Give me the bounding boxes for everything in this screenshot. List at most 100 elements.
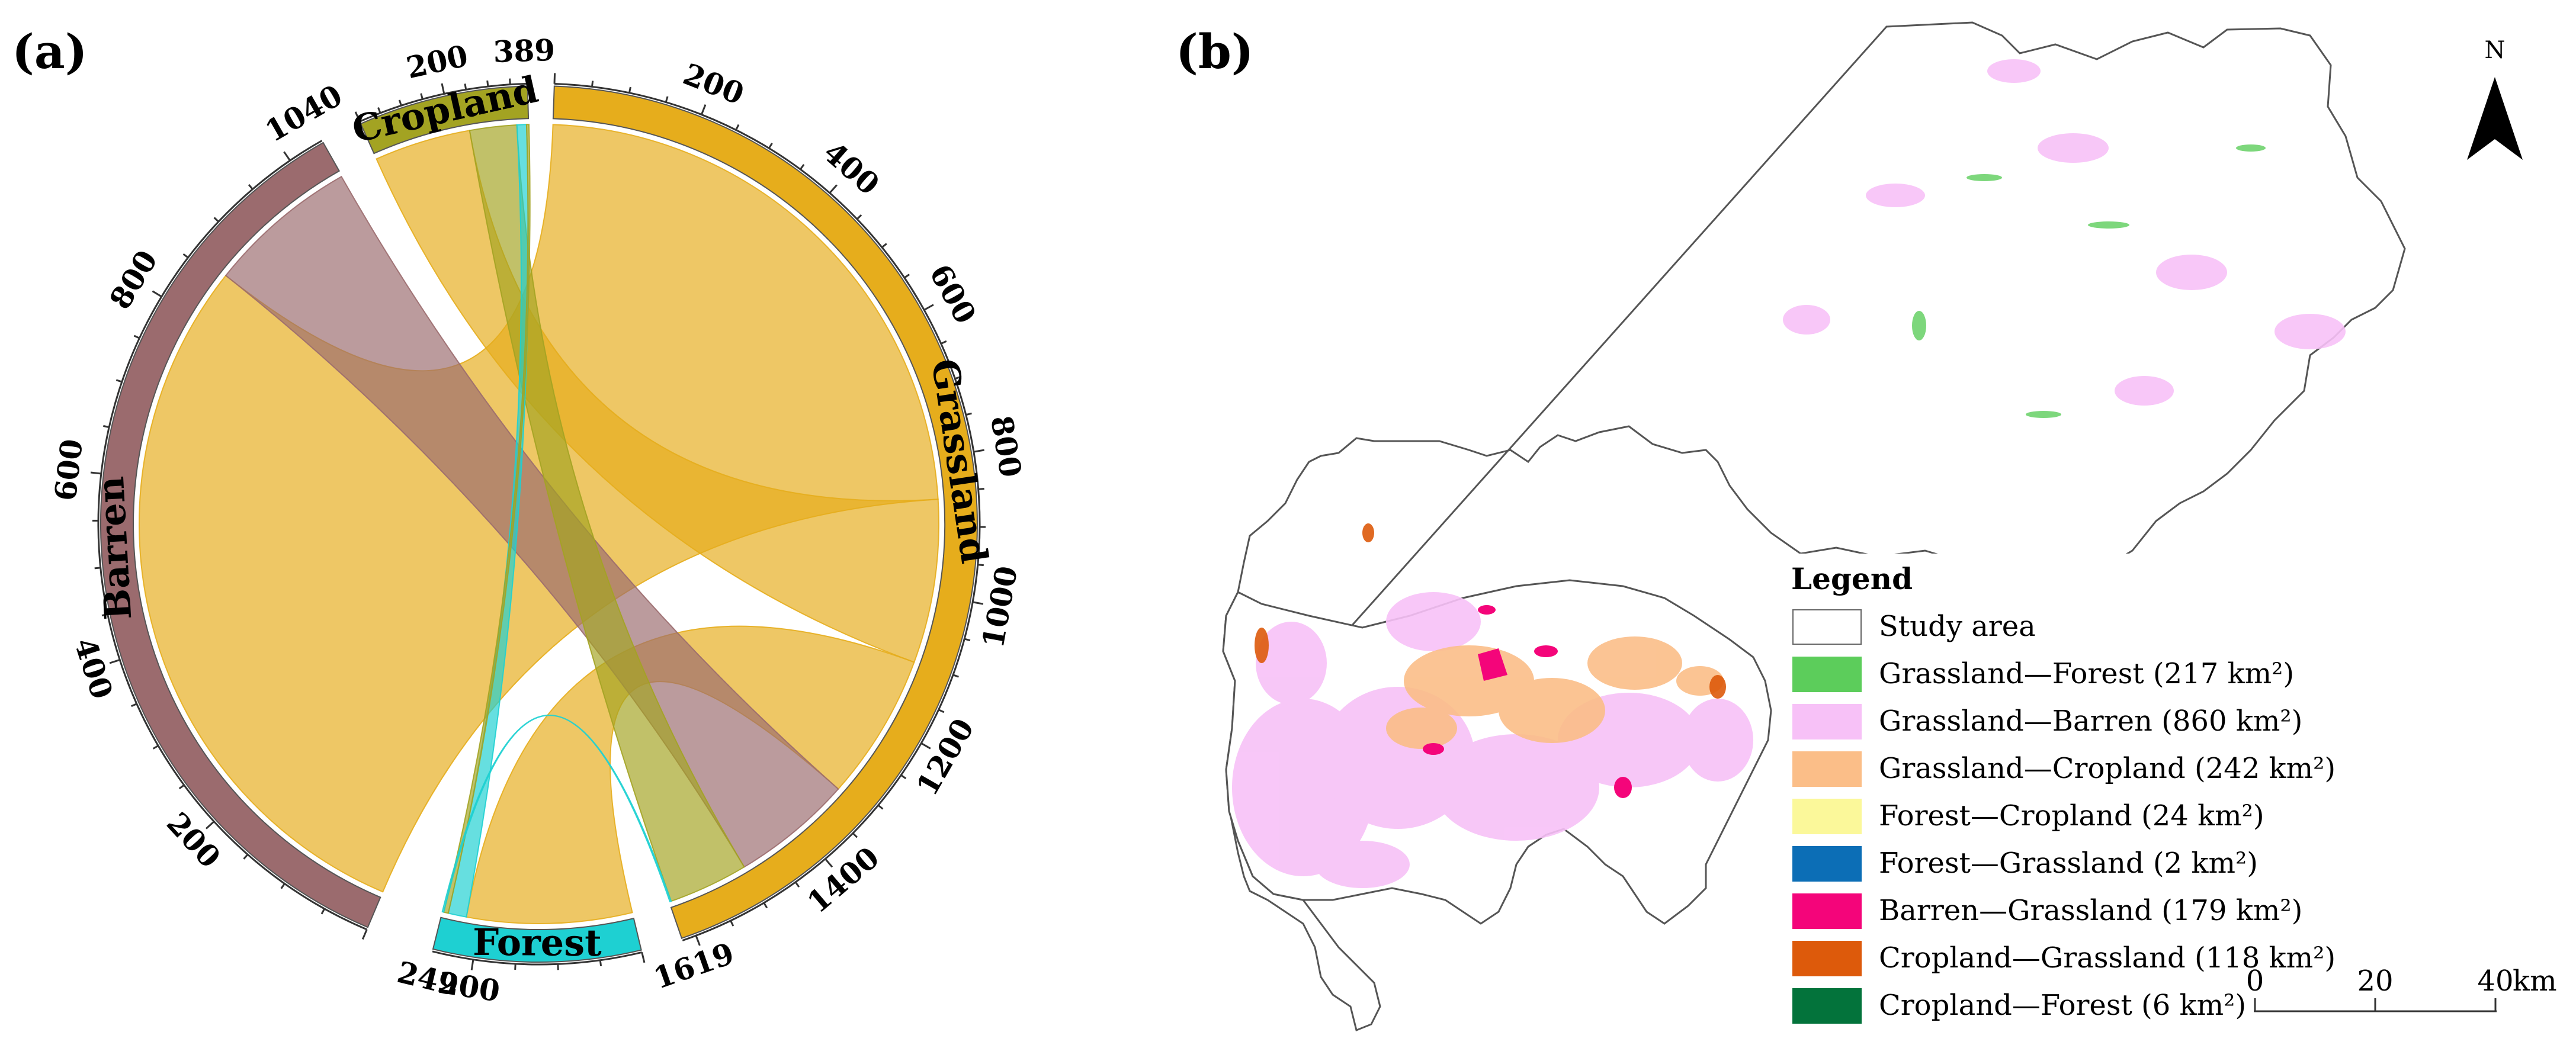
- tick-mark-grassland-1400: [825, 858, 833, 868]
- map-panel: N Legend Study area Grassland—Forest (217…: [1222, 21, 2557, 1039]
- tick-mark-grassland-750: [965, 412, 972, 416]
- tick-mark-grassland-650: [941, 340, 947, 345]
- tick-mark-grassland-100: [628, 86, 631, 94]
- scale-unit: km: [2513, 964, 2557, 998]
- panel-label-a: (a): [12, 24, 88, 79]
- tick-mark-barren-750: [133, 335, 140, 339]
- tick-mark-barren-300: [152, 745, 159, 750]
- legend-item: Cropland—Grassland (118 km²): [1792, 941, 2336, 976]
- legend-label: Grassland—Cropland (242 km²): [1879, 752, 2336, 785]
- tick-mark-grassland-1500: [763, 902, 768, 909]
- group-arc-forest: [432, 917, 642, 963]
- tick-mark-cropland-200: [441, 83, 445, 94]
- tick-mark-barren-600: [90, 471, 102, 475]
- chord-forest-to-grassland: [441, 715, 672, 913]
- legend-item: Study area: [1792, 609, 2036, 645]
- tick-label-barren-400: 400: [68, 634, 120, 703]
- chord-diagram: 2004006008001000120014001619Grassland200…: [47, 33, 1028, 1009]
- tick-mark-cropland-300: [486, 80, 489, 87]
- tick-mark-grassland-450: [856, 214, 862, 220]
- tick-mark-barren-50: [320, 908, 326, 915]
- axis-line-cropland: [359, 82, 528, 123]
- tick-mark-forest-50: [599, 960, 602, 966]
- tick-mark-barren-100: [280, 883, 285, 889]
- legend-swatch: [1792, 893, 1862, 929]
- legend-item: Grassland—Cropland (242 km²): [1792, 751, 2336, 787]
- tick-mark-cropland-150: [420, 93, 424, 99]
- tick-mark-grassland-250: [735, 124, 740, 131]
- tick-mark-grassland-400: [829, 184, 838, 194]
- legend-swatch: [1792, 941, 1862, 976]
- legend-label: Cropland—Grassland (118 km²): [1879, 941, 2336, 975]
- tick-mark-cropland-50: [377, 107, 381, 114]
- map-legend: Legend Study area Grassland—Forest (217 k…: [1786, 554, 2378, 1039]
- tick-mark-grassland-1350: [852, 832, 858, 838]
- tick-mark-cropland-0: [354, 111, 361, 122]
- tick-mark-grassland-1000: [972, 601, 984, 605]
- tick-mark-barren-1000: [283, 151, 291, 161]
- axis-line-forest: [432, 950, 643, 966]
- legend-swatch: [1792, 751, 1862, 787]
- tick-mark-cropland-100: [398, 99, 402, 106]
- tick-mark-grassland-800: [973, 449, 984, 453]
- chord-ribbons: [138, 124, 939, 924]
- tick-mark-barren-400: [109, 658, 120, 664]
- end-label-forest: 249: [394, 954, 462, 1003]
- panel-label-b: (b): [1176, 24, 1254, 79]
- legend-label: Barren—Grassland (179 km²): [1879, 894, 2302, 927]
- tick-mark-barren-450: [101, 613, 108, 617]
- chord-cropland-to-forest: [442, 124, 531, 914]
- legend-item: Grassland—Forest (217 km²): [1792, 657, 2294, 692]
- tick-mark-grassland-150: [665, 96, 669, 102]
- grassland-barren-patches: [1232, 59, 2346, 888]
- tick-mark-grassland-850: [978, 488, 984, 490]
- end-label-barren: 1040: [259, 78, 348, 149]
- tick-mark-cropland-350: [509, 78, 511, 85]
- tick-mark-grassland-1050: [964, 638, 971, 642]
- grassland-forest-patches: [1912, 144, 2266, 418]
- tick-mark-grassland-300: [768, 143, 773, 149]
- tick-mark-barren-150: [243, 854, 249, 860]
- legend-swatch: [1792, 846, 1862, 882]
- axis-line-grassland: [554, 83, 981, 941]
- tick-label-grassland-600: 600: [923, 259, 983, 330]
- tick-mark-forest-0: [641, 952, 646, 963]
- cropland-grassland-patches: [1255, 523, 1726, 699]
- tick-mark-forest-150: [514, 963, 517, 970]
- scale-bar: 0 20 40 km: [2246, 964, 2557, 1012]
- tick-label-grassland-1000: 1000: [976, 563, 1025, 650]
- tick-mark-grassland-550: [904, 274, 910, 279]
- tick-label-cropland-200: 200: [403, 38, 471, 85]
- tick-mark-barren-800: [152, 290, 162, 298]
- group-arc-barren: [100, 142, 381, 928]
- tick-mark-grassland-1200: [920, 742, 931, 750]
- chord-cropland-to-grassland: [469, 124, 745, 902]
- tick-mark-cropland-250: [464, 83, 467, 90]
- tick-mark-grassland-1100: [952, 674, 959, 678]
- legend-swatch: [1792, 609, 1862, 645]
- legend-label: Forest—Cropland (24 km²): [1879, 799, 2264, 832]
- tick-mark-barren-250: [178, 784, 185, 790]
- group-label-barren: Barren: [89, 475, 140, 621]
- tick-mark-grassland-0: [553, 73, 556, 84]
- tick-label-barren-600: 600: [47, 437, 89, 502]
- tick-mark-grassland-700: [954, 375, 961, 380]
- legend-swatch: [1792, 657, 1862, 692]
- tick-mark-barren-950: [248, 184, 254, 190]
- tick-mark-grassland-1250: [900, 774, 907, 780]
- tick-mark-barren-350: [131, 703, 137, 708]
- tick-label-grassland-200: 200: [678, 56, 749, 111]
- tick-mark-grassland-1300: [877, 804, 884, 810]
- tick-label-grassland-800: 800: [984, 413, 1028, 480]
- north-label: N: [2485, 37, 2506, 64]
- tick-mark-barren-200: [205, 821, 215, 829]
- legend-title: Legend: [1791, 561, 1913, 596]
- end-label-grassland: 1619: [649, 935, 739, 996]
- legend-item: Grassland—Barren (860 km²): [1792, 704, 2302, 739]
- axis-line-barren: [97, 140, 367, 931]
- tick-mark-grassland-350: [799, 164, 805, 170]
- chord-barren-to-grassland: [224, 175, 839, 868]
- tick-mark-barren-850: [182, 253, 189, 259]
- tick-mark-grassland-1550: [730, 920, 734, 927]
- legend-label: Grassland—Forest (217 km²): [1879, 657, 2294, 690]
